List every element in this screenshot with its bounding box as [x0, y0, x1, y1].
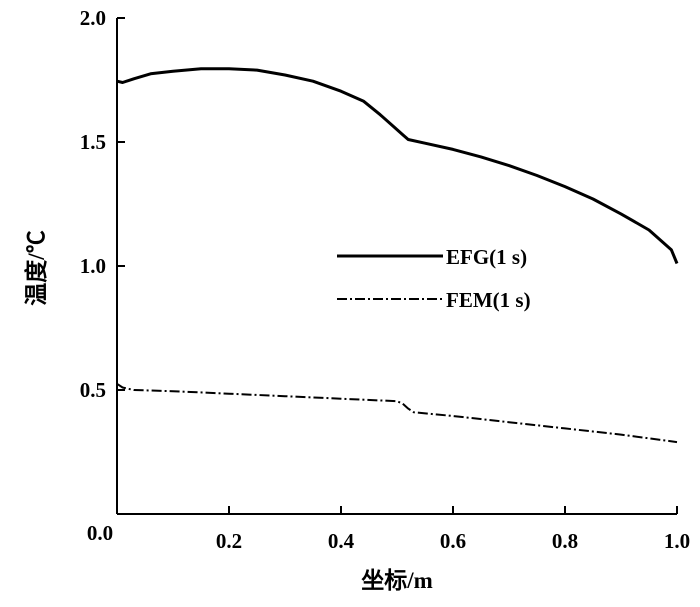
x-tick-label: 0.6 — [440, 529, 466, 553]
y-tick-label: 2.0 — [80, 6, 106, 30]
series-layer — [116, 67, 679, 444]
y-axis: 0.5 1.0 1.5 2.0 — [80, 6, 125, 515]
y-tick-label: 1.5 — [80, 130, 106, 154]
legend: EFG(1 s) FEM(1 s) — [337, 245, 531, 312]
x-tick-label: 1.0 — [664, 529, 690, 553]
x-tick-label: 0.8 — [552, 529, 578, 553]
y-tick-label: 1.0 — [80, 254, 106, 278]
legend-label-efg: EFG(1 s) — [446, 245, 527, 269]
x-tick-label: 0.4 — [328, 529, 355, 553]
series-line-fem — [116, 382, 678, 444]
origin-tick-label: 0.0 — [87, 521, 113, 545]
y-axis-title: 温度/℃ — [23, 230, 49, 305]
legend-label-fem: FEM(1 s) — [446, 288, 531, 312]
x-axis: 0.2 0.4 0.6 0.8 1.0 — [117, 506, 690, 553]
y-tick-label: 0.5 — [80, 378, 106, 402]
x-axis-title: 坐标/m — [361, 568, 433, 593]
x-tick-label: 0.2 — [216, 529, 242, 553]
series-line-efg — [116, 67, 679, 265]
